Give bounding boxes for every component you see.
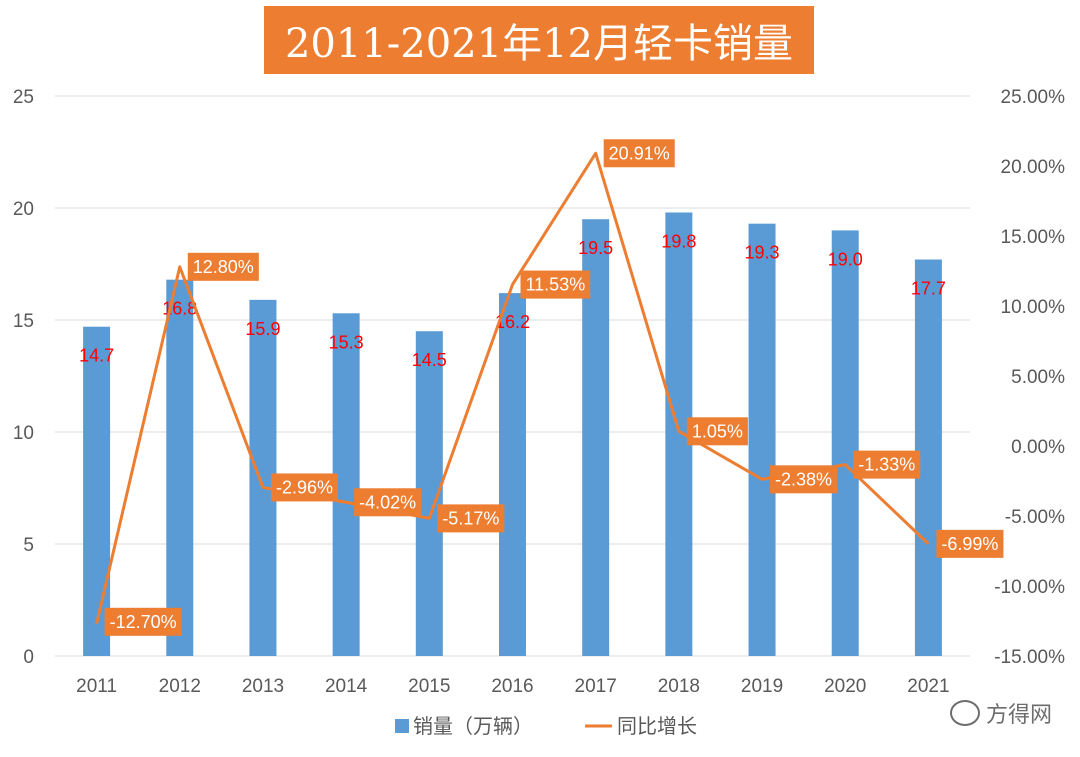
axis-ticks: 0 5 10 15 20 25 -15.00% -10.00% -5.00% 0.00% 5.00%… [13,87,1065,697]
growth-label: 11.53% [520,270,591,299]
y-left-tick-label: 20 [13,199,34,220]
growth-label: -4.02% [354,488,422,517]
growth-label: -1.33% [853,450,921,479]
watermark-text: 方得网 [985,703,1052,728]
watermark: 方得网 [949,697,1052,729]
bar-value-label: 19.0 [828,249,863,269]
bar-value-label: 14.5 [412,350,447,370]
y-left-tick-label: 15 [13,311,34,332]
x-tick-label: 2014 [325,676,368,697]
growth-label: -5.17% [437,504,505,533]
bar-value-label: 19.8 [661,231,696,251]
y-left-tick-label: 5 [23,535,34,556]
growth-label-box [520,270,591,299]
growth-value-label: -2.38% [775,469,832,489]
bar-value-label: 19.5 [578,238,613,258]
growth-value-label: -4.02% [359,492,416,512]
x-tick-label: 2013 [242,676,284,697]
growth-label-box [104,607,182,636]
y-right-tick-label: 0.00% [1011,437,1065,458]
growth-label-box [603,139,675,168]
growth-value-label: -6.99% [941,534,998,554]
y-right-tick-label: 10.00% [1001,297,1066,318]
growth-label-box [187,252,259,281]
x-tick-label: 2016 [491,676,533,697]
growth-label: 20.91% [603,139,675,168]
growth-label-box [686,417,748,446]
bar [83,326,111,656]
growth-label-box [437,504,505,533]
growth-label-box [770,465,838,494]
x-tick-label: 2021 [907,676,949,697]
legend-line-label: 同比增长 [617,714,697,738]
growth-value-label: 1.05% [692,421,743,441]
growth-label: 1.05% [686,417,748,446]
y-right-tick-label: 15.00% [1001,227,1066,248]
x-tick-label: 2015 [408,676,450,697]
growth-label-box [354,488,422,517]
bar [748,223,776,656]
line-data-labels: -12.70% 12.80% -2.96% -4.02% -5.17% 11.53% 20.… [104,139,1004,636]
growth-value-label: -1.33% [858,455,915,475]
growth-label-box [936,529,1004,558]
chart-title: 2011-2021年12月轻卡销量 [284,21,793,67]
x-tick-label: 2018 [658,676,700,697]
legend: 销量（万辆） 同比增长 [395,714,697,738]
x-tick-label: 2017 [575,676,617,697]
legend-bar-label: 销量（万辆） [413,714,533,738]
y-right-tick-label: 5.00% [1011,367,1065,388]
bar-value-label: 15.3 [329,332,364,352]
wechat-icon [949,700,980,726]
growth-value-label: -5.17% [442,508,499,528]
growth-label: -12.70% [104,607,182,636]
x-tick-label: 2011 [76,676,117,697]
growth-label-box [270,473,339,502]
bar-value-label: 16.2 [495,312,530,332]
growth-value-label: -2.96% [276,477,333,497]
y-right-tick-label: -5.00% [1005,507,1065,528]
bar-value-label: 15.9 [245,319,280,339]
y-left-tick-label: 10 [13,423,34,444]
growth-value-label: 20.91% [609,143,670,163]
bar-series [83,212,942,657]
bar-value-label: 19.3 [745,243,780,263]
growth-label: 12.80% [187,252,259,281]
y-right-tick-label: 25.00% [1001,87,1066,108]
bar [499,293,526,656]
growth-value-label: -12.70% [110,612,177,632]
x-tick-label: 2020 [824,676,866,697]
x-tick-label: 2012 [159,676,201,697]
y-right-tick-label: -15.00% [994,647,1065,668]
bar-value-label: 17.7 [911,279,946,299]
y-right-tick-label: -10.00% [994,577,1065,598]
bar [831,230,859,656]
y-right-tick-label: 20.00% [1001,157,1066,178]
growth-label: -2.38% [770,465,838,494]
growth-label: -2.96% [270,473,339,502]
bar-value-label: 14.7 [79,346,114,366]
growth-value-label: 12.80% [193,257,254,277]
y-left-tick-label: 25 [13,87,34,108]
legend-bar-swatch [395,719,409,733]
y-left-tick-label: 0 [23,647,34,668]
chart-title-box: 2011-2021年12月轻卡销量 [264,6,814,74]
x-tick-label: 2019 [741,676,783,697]
bar [166,279,194,656]
growth-label-box [853,450,921,479]
growth-value-label: 11.53% [526,275,586,295]
growth-label: -6.99% [936,529,1004,558]
